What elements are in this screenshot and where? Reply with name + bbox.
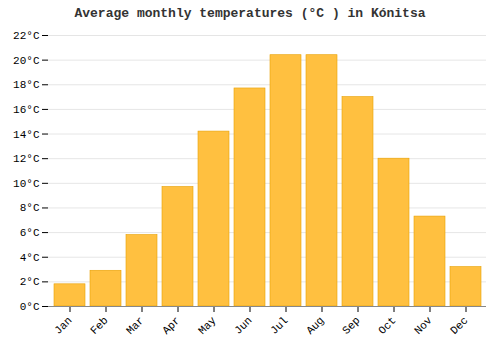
svg-text:22°C: 22°C <box>13 30 40 42</box>
svg-text:Mar: Mar <box>124 314 146 336</box>
svg-text:2°C: 2°C <box>20 276 40 288</box>
svg-text:Sep: Sep <box>340 314 362 336</box>
svg-text:May: May <box>196 314 219 337</box>
svg-text:Aug: Aug <box>304 314 326 336</box>
svg-text:10°C: 10°C <box>13 178 40 190</box>
svg-text:16°C: 16°C <box>13 104 40 116</box>
svg-text:Nov: Nov <box>412 314 435 337</box>
svg-text:Jun: Jun <box>232 314 254 336</box>
svg-text:6°C: 6°C <box>20 227 40 239</box>
svg-text:Oct: Oct <box>376 314 398 336</box>
svg-text:8°C: 8°C <box>20 202 40 214</box>
svg-text:Jan: Jan <box>52 314 74 336</box>
svg-text:Jul: Jul <box>268 314 290 336</box>
svg-text:Feb: Feb <box>88 314 110 336</box>
svg-text:0°C: 0°C <box>20 301 40 313</box>
svg-text:18°C: 18°C <box>13 79 40 91</box>
svg-text:20°C: 20°C <box>13 55 40 67</box>
svg-text:Apr: Apr <box>160 314 182 336</box>
html-text:Average monthly temperatures (: Average monthly temperatures (°C ) in Kó… <box>74 6 426 21</box>
svg-text:4°C: 4°C <box>20 252 40 264</box>
svg-text:12°C: 12°C <box>13 153 40 165</box>
svg-text:14°C: 14°C <box>13 129 40 141</box>
svg-text:Dec: Dec <box>448 314 470 336</box>
